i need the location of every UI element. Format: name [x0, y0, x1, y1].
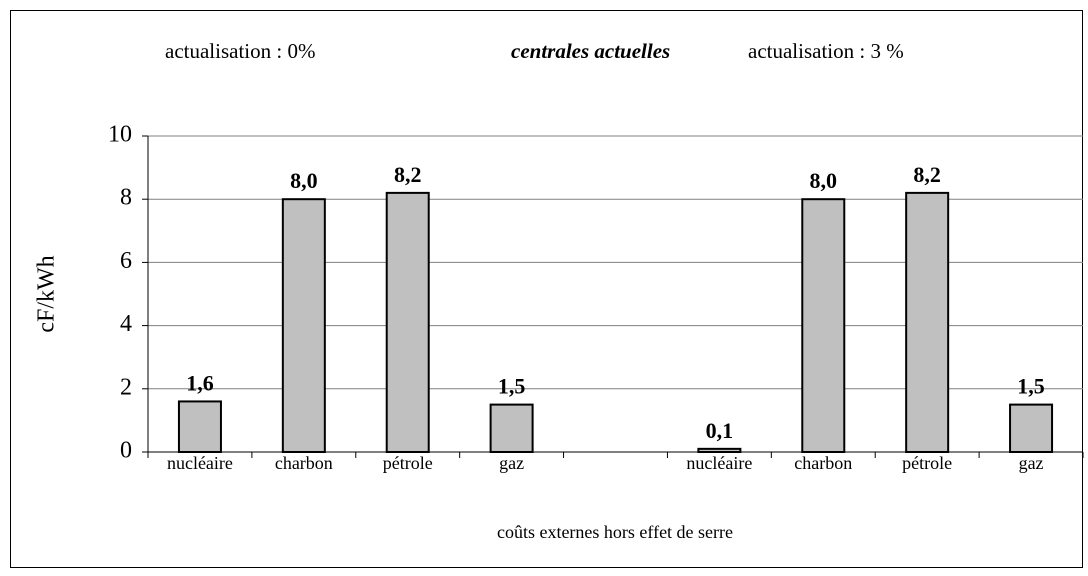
y-axis-label: cF/kWh [34, 255, 60, 332]
value-label: 8,2 [913, 162, 941, 187]
value-label: 8,2 [394, 162, 422, 187]
bar [281, 198, 326, 453]
x-tick-label: nucléaire [167, 453, 233, 473]
value-label: 1,5 [498, 374, 526, 399]
y-tick-label: 2 [120, 374, 132, 400]
y-tick-label: 10 [108, 122, 132, 148]
y-tick-label: 4 [120, 311, 132, 337]
x-axis-label: coûts externes hors effet de serre [497, 522, 733, 542]
x-tick-label: charbon [794, 453, 852, 473]
value-label: 8,0 [290, 168, 318, 193]
y-tick-label: 0 [120, 438, 132, 464]
value-label: 8,0 [810, 168, 838, 193]
bar [489, 403, 534, 454]
x-tick-label: pétrole [902, 453, 952, 473]
value-label: 1,5 [1017, 374, 1045, 399]
chart-frame [10, 10, 1083, 568]
bar [385, 191, 430, 453]
annotation: actualisation : 0% [165, 39, 315, 63]
x-tick-label: charbon [275, 453, 333, 473]
bar [177, 400, 222, 454]
y-tick-label: 8 [120, 185, 132, 211]
value-label: 1,6 [186, 370, 214, 395]
annotation: centrales actuelles [511, 39, 670, 63]
x-tick-label: nucléaire [686, 453, 752, 473]
bar [905, 191, 950, 453]
y-tick-label: 6 [120, 248, 132, 274]
value-label: 0,1 [706, 418, 734, 443]
bar [801, 198, 846, 453]
bar [1009, 403, 1054, 454]
annotation: actualisation : 3 % [748, 39, 904, 63]
x-tick-label: gaz [1019, 453, 1044, 473]
x-tick-label: gaz [499, 453, 524, 473]
bar [697, 447, 742, 453]
x-tick-label: pétrole [383, 453, 433, 473]
